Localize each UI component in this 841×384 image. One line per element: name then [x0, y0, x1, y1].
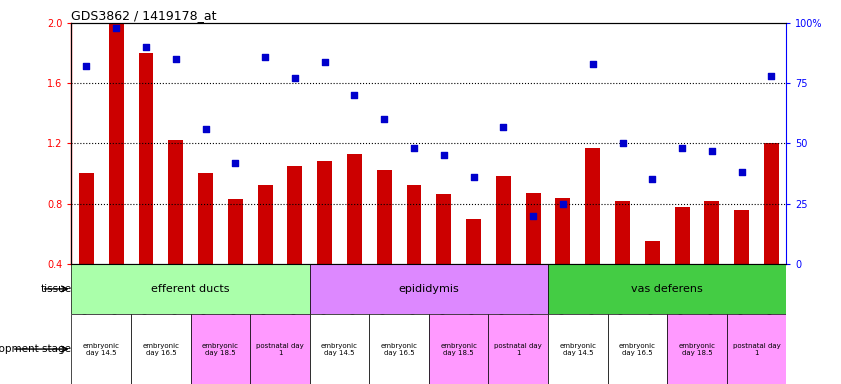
Bar [705, 200, 719, 264]
Bar [436, 195, 452, 264]
Text: embryonic
day 16.5: embryonic day 16.5 [619, 343, 656, 356]
Bar [369, 314, 429, 384]
Bar [317, 161, 332, 264]
Bar [607, 314, 667, 384]
Text: embryonic
day 18.5: embryonic day 18.5 [679, 343, 716, 356]
Text: epididymis: epididymis [399, 284, 459, 294]
Point [526, 212, 540, 218]
Bar [429, 314, 489, 384]
Bar [645, 241, 659, 264]
Point [556, 200, 569, 207]
Point [705, 147, 718, 154]
Text: embryonic
day 18.5: embryonic day 18.5 [202, 343, 239, 356]
Point [347, 92, 361, 98]
Point [109, 25, 123, 31]
Point [467, 174, 480, 180]
Point [646, 176, 659, 182]
Bar [674, 207, 690, 264]
Point [497, 123, 510, 129]
Bar [347, 154, 362, 264]
Text: vas deferens: vas deferens [632, 284, 703, 294]
Bar [131, 314, 191, 384]
Bar [556, 197, 570, 264]
Bar [71, 264, 309, 314]
Bar [198, 174, 213, 264]
Bar [168, 141, 183, 264]
Bar [309, 314, 369, 384]
Bar [548, 314, 607, 384]
Text: postnatal day
1: postnatal day 1 [257, 343, 304, 356]
Bar [727, 314, 786, 384]
Bar [466, 218, 481, 264]
Text: tissue: tissue [40, 284, 71, 294]
Text: postnatal day
1: postnatal day 1 [495, 343, 542, 356]
Point [318, 58, 331, 65]
Text: postnatal day
1: postnatal day 1 [733, 343, 780, 356]
Point [675, 145, 689, 151]
Bar [526, 193, 541, 264]
Text: embryonic
day 16.5: embryonic day 16.5 [381, 343, 418, 356]
Bar [496, 177, 510, 264]
Bar [79, 174, 94, 264]
Bar [734, 210, 749, 264]
Bar [71, 314, 131, 384]
Text: efferent ducts: efferent ducts [151, 284, 230, 294]
Bar [764, 143, 779, 264]
Point [764, 73, 778, 79]
Bar [377, 170, 392, 264]
Bar [667, 314, 727, 384]
Bar [257, 185, 272, 264]
Point [258, 54, 272, 60]
Point [616, 140, 629, 146]
Point [80, 63, 93, 70]
Point [169, 56, 182, 62]
Bar [228, 199, 243, 264]
Point [437, 152, 451, 159]
Text: embryonic
day 14.5: embryonic day 14.5 [321, 343, 358, 356]
Text: GDS3862 / 1419178_at: GDS3862 / 1419178_at [71, 9, 217, 22]
Point [140, 44, 153, 50]
Bar [288, 166, 302, 264]
Bar [309, 264, 548, 314]
Point [198, 126, 212, 132]
Point [407, 145, 420, 151]
Bar [548, 264, 786, 314]
Point [288, 75, 302, 81]
Text: embryonic
day 16.5: embryonic day 16.5 [142, 343, 179, 356]
Bar [489, 314, 548, 384]
Point [586, 61, 600, 67]
Text: embryonic
day 14.5: embryonic day 14.5 [82, 343, 119, 356]
Text: embryonic
day 14.5: embryonic day 14.5 [559, 343, 596, 356]
Text: development stage: development stage [0, 344, 71, 354]
Bar [251, 314, 309, 384]
Point [378, 116, 391, 122]
Bar [108, 23, 124, 264]
Bar [406, 185, 421, 264]
Bar [139, 53, 153, 264]
Bar [615, 200, 630, 264]
Text: embryonic
day 18.5: embryonic day 18.5 [440, 343, 477, 356]
Point [735, 169, 748, 175]
Bar [191, 314, 251, 384]
Point [229, 159, 242, 166]
Bar [585, 148, 600, 264]
